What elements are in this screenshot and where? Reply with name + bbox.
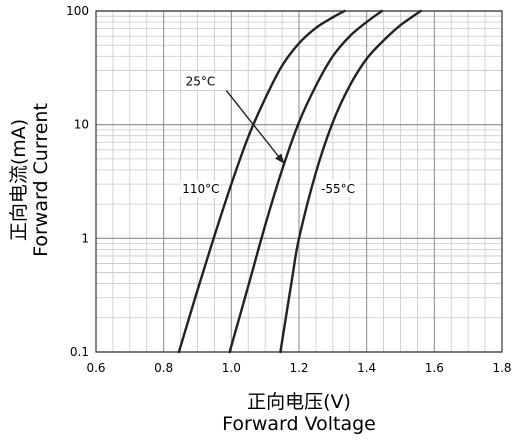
- x-tick-label: 0.8: [154, 361, 173, 375]
- series-line: [177, 9, 346, 354]
- x-tick-label: 1.2: [289, 361, 308, 375]
- annotation-label-bg: [183, 72, 217, 90]
- series-line: [228, 9, 384, 354]
- annotation-label: 25°C: [186, 75, 216, 89]
- y-tick-label: 0.1: [70, 345, 89, 359]
- x-axis-title-en: Forward Voltage: [222, 413, 376, 435]
- y-tick-label: 10: [74, 118, 89, 132]
- x-tick-label: 0.6: [86, 361, 105, 375]
- x-tick-label: 1.6: [425, 361, 444, 375]
- y-axis-title-en: Forward Current: [30, 103, 52, 257]
- x-axis-title: 正向电压(V) Forward Voltage: [96, 391, 502, 435]
- annotation-label-bg: [180, 180, 221, 198]
- annotation-arrow: [225, 90, 285, 164]
- x-tick-label: 1.8: [492, 361, 511, 375]
- plot-frame: [95, 10, 503, 353]
- series-line: [279, 9, 422, 354]
- y-axis-title-cn: 正向电流(mA): [8, 118, 30, 242]
- y-tick-label: 100: [66, 4, 89, 18]
- annotation-label: -55°C: [321, 182, 355, 196]
- annotation-label-bg: [318, 180, 359, 198]
- x-tick-label: 1.0: [222, 361, 241, 375]
- y-tick-label: 1: [81, 231, 89, 245]
- annotation-label: 110°C: [182, 182, 219, 196]
- x-tick-label: 1.4: [357, 361, 376, 375]
- y-axis-title: 正向电流(mA) Forward Current: [0, 0, 60, 445]
- x-axis-title-cn: 正向电压(V): [247, 391, 351, 413]
